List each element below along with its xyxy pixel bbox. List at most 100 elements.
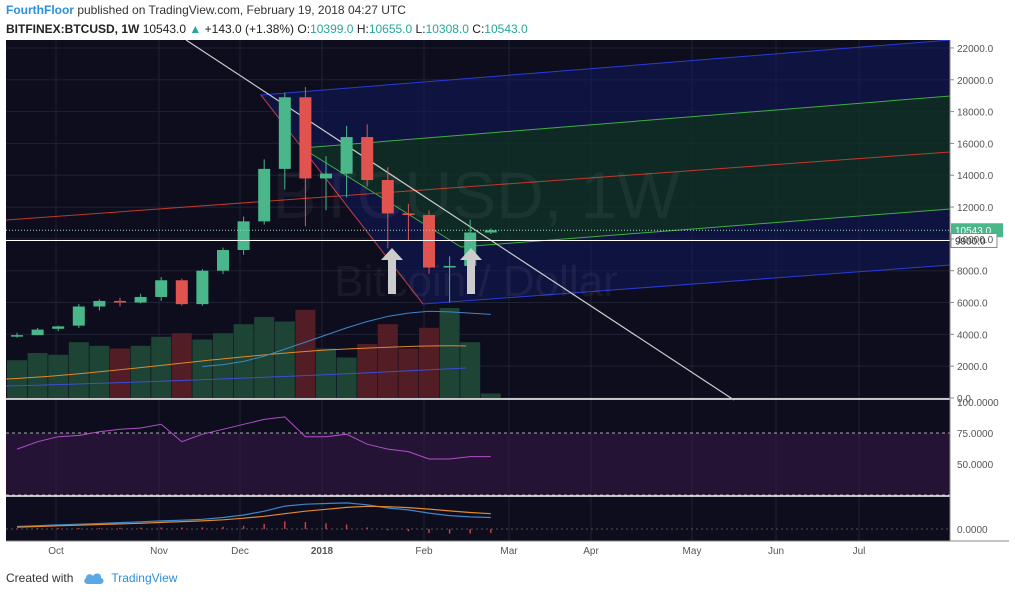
candle-body bbox=[52, 326, 65, 329]
rsi-tick-label: 50.0000 bbox=[957, 460, 994, 471]
volume-bar bbox=[192, 339, 213, 398]
candle-body bbox=[155, 280, 168, 297]
sma-long-line bbox=[5, 367, 467, 387]
candle-body bbox=[423, 215, 435, 268]
time-tick-label: 2018 bbox=[311, 546, 334, 557]
volume-bar bbox=[171, 333, 192, 398]
ohlc-line: BITFINEX:BTCUSD, 1W 10543.0 ▲ +143.0 (+1… bbox=[6, 22, 528, 36]
candle-body bbox=[237, 221, 250, 251]
candle-body bbox=[134, 296, 147, 303]
candle-body bbox=[484, 230, 497, 233]
candle-body bbox=[278, 97, 291, 169]
time-tick-label: Dec bbox=[231, 546, 249, 557]
volume-bar bbox=[48, 354, 69, 398]
last-price-label: 10543.0 bbox=[955, 226, 992, 237]
published-text: published on TradingView.com, February 1… bbox=[77, 3, 406, 17]
author-name[interactable]: FourthFloor bbox=[6, 3, 74, 17]
close-value: 10543.0 bbox=[484, 22, 528, 36]
volume-bar bbox=[295, 309, 316, 398]
time-tick-label: Oct bbox=[48, 546, 64, 557]
time-tick-label: Mar bbox=[500, 546, 518, 557]
high-label: H: bbox=[356, 22, 369, 36]
rsi-tick-label: 100.0000 bbox=[957, 398, 999, 409]
volume-bar bbox=[151, 336, 172, 398]
published-line: FourthFloor published on TradingView.com… bbox=[6, 3, 406, 17]
price-tick-label: 2000.0 bbox=[957, 362, 988, 373]
arrows bbox=[381, 248, 482, 294]
sma-short-line bbox=[202, 310, 491, 367]
watermark: BTCUSD, 1W Bitcoin / Dollar bbox=[272, 158, 680, 306]
open-label: O: bbox=[297, 22, 311, 36]
rsi-pane bbox=[6, 416, 950, 496]
chart-area[interactable]: BTCUSD, 1W Bitcoin / Dollar 10543.0 9900.… bbox=[5, 39, 1009, 561]
candle-body bbox=[93, 300, 106, 307]
created-with-label: Created with bbox=[6, 571, 74, 585]
symbol-label: BITFINEX:BTCUSD, 1W bbox=[6, 22, 140, 36]
volume-bar bbox=[460, 342, 481, 398]
volume-bar bbox=[316, 348, 336, 398]
volume-bar bbox=[68, 342, 89, 398]
price-tick-label: 20000.0 bbox=[957, 76, 994, 87]
candle-body bbox=[31, 329, 44, 336]
tradingview-cloud-icon bbox=[84, 573, 104, 584]
macd-tick-label: 0.0000 bbox=[957, 525, 988, 536]
price-change: +143.0 (+1.38%) bbox=[204, 22, 295, 36]
candle-body bbox=[402, 213, 415, 216]
time-tick-label: Feb bbox=[415, 546, 433, 557]
tradingview-link[interactable]: TradingView bbox=[111, 571, 178, 585]
arrow-up-icon bbox=[381, 248, 403, 294]
volume-bar bbox=[130, 345, 151, 398]
candle-body bbox=[114, 300, 126, 303]
open-value: 10399.0 bbox=[310, 22, 354, 36]
price-tick-label: 18000.0 bbox=[957, 108, 994, 119]
time-tick-label: Nov bbox=[150, 546, 168, 557]
price-tick-label: 10000.0 bbox=[957, 235, 994, 246]
rsi-tick-label: 75.0000 bbox=[957, 429, 994, 440]
volume-bar bbox=[419, 327, 439, 398]
volume-bar bbox=[110, 348, 130, 398]
footer: Created with TradingView bbox=[6, 571, 177, 585]
watermark-symbol: BTCUSD, 1W bbox=[272, 158, 680, 232]
rsi-band bbox=[6, 433, 950, 495]
price-tick-label: 12000.0 bbox=[957, 203, 994, 214]
volume-bar bbox=[480, 393, 501, 398]
price-tick-label: 0.0 bbox=[957, 394, 971, 405]
macd-line bbox=[16, 502, 491, 528]
sma-slow-line bbox=[5, 345, 467, 380]
macd-signal-line bbox=[16, 505, 491, 528]
chart-svg[interactable]: BTCUSD, 1W Bitcoin / Dollar 10543.09900.… bbox=[5, 39, 1009, 561]
volume-bar bbox=[7, 360, 27, 398]
time-tick-label: Jul bbox=[853, 546, 866, 557]
volume-bar bbox=[377, 324, 398, 398]
time-tick-label: Apr bbox=[583, 546, 599, 557]
candle-body bbox=[11, 335, 23, 337]
time-axis[interactable]: Oct Nov Dec 2018 Feb Mar Apr May Jun Jul bbox=[6, 540, 1009, 557]
volume-bar bbox=[439, 308, 460, 398]
close-label: C: bbox=[472, 22, 485, 36]
price-tick-label: 22000.0 bbox=[957, 44, 994, 55]
last-price: 10543.0 bbox=[142, 22, 187, 36]
candle-body bbox=[361, 137, 374, 181]
time-tick-label: May bbox=[683, 546, 702, 557]
up-arrow-icon: ▲ bbox=[189, 22, 202, 36]
price-tick-label: 8000.0 bbox=[957, 267, 988, 278]
median-line bbox=[5, 151, 951, 221]
low-value: 10308.0 bbox=[425, 22, 469, 36]
macd-pane bbox=[6, 502, 950, 534]
arrow-up-icon bbox=[460, 248, 482, 294]
candle-body bbox=[175, 280, 188, 305]
volume-bar bbox=[336, 357, 357, 398]
candle-body bbox=[258, 168, 271, 222]
price-axis[interactable]: 0.0 2000.0 4000.0 6000.0 8000.0 10000.0 12000.… bbox=[949, 40, 999, 541]
level-tag bbox=[950, 232, 998, 248]
volume-bar bbox=[213, 333, 233, 398]
price-tick-label: 14000.0 bbox=[957, 171, 994, 182]
volume-bar bbox=[398, 348, 419, 398]
volume-bar bbox=[357, 344, 378, 398]
time-tick-label: Jun bbox=[768, 546, 784, 557]
moving-averages bbox=[5, 345, 467, 387]
candle-body bbox=[340, 137, 353, 174]
price-tick-label: 16000.0 bbox=[957, 139, 994, 150]
volume-bar bbox=[27, 353, 48, 398]
